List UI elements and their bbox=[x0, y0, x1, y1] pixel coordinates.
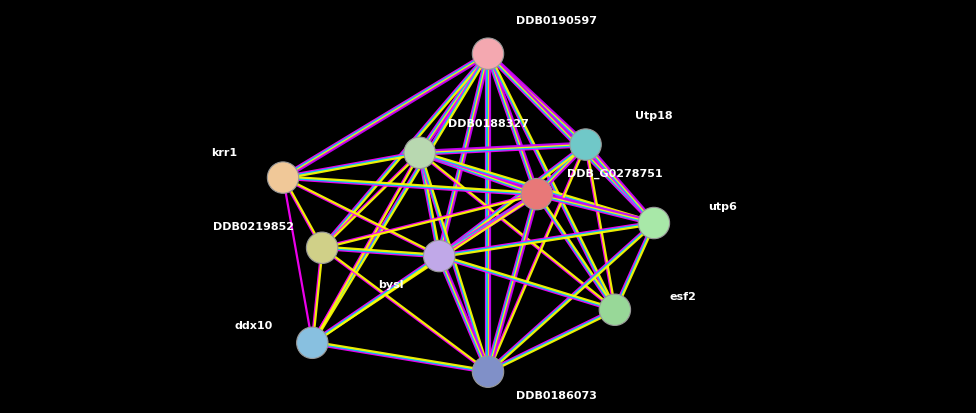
Ellipse shape bbox=[638, 207, 670, 239]
Text: bysl: bysl bbox=[378, 280, 403, 290]
Ellipse shape bbox=[472, 356, 504, 387]
Text: ddx10: ddx10 bbox=[234, 321, 273, 331]
Text: DDB0190597: DDB0190597 bbox=[516, 16, 596, 26]
Ellipse shape bbox=[472, 38, 504, 69]
Text: esf2: esf2 bbox=[670, 292, 697, 302]
Text: Utp18: Utp18 bbox=[635, 111, 672, 121]
Ellipse shape bbox=[297, 327, 328, 358]
Text: DDB0219852: DDB0219852 bbox=[214, 222, 294, 232]
Text: DDB_G0278751: DDB_G0278751 bbox=[567, 169, 663, 178]
Ellipse shape bbox=[521, 178, 552, 210]
Text: DDB0188327: DDB0188327 bbox=[448, 119, 528, 129]
Ellipse shape bbox=[404, 137, 435, 169]
Ellipse shape bbox=[267, 162, 299, 193]
Ellipse shape bbox=[570, 129, 601, 160]
Text: DDB0186073: DDB0186073 bbox=[516, 392, 596, 401]
Ellipse shape bbox=[424, 240, 455, 272]
Text: krr1: krr1 bbox=[212, 148, 237, 158]
Text: utp6: utp6 bbox=[708, 202, 737, 211]
Ellipse shape bbox=[599, 294, 630, 325]
Ellipse shape bbox=[306, 232, 338, 263]
